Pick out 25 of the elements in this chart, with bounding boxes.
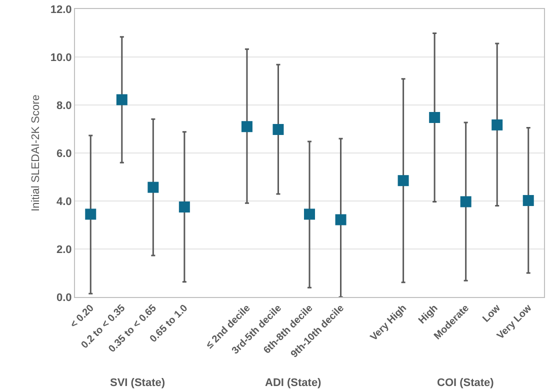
y-tick-label: 6.0 — [56, 148, 72, 160]
y-tick-label: 0.0 — [56, 292, 72, 304]
y-tick-label: 8.0 — [56, 100, 72, 112]
point — [272, 124, 284, 135]
point — [429, 112, 440, 123]
point — [241, 121, 252, 132]
x-tick-label: < 0.20 — [68, 302, 97, 331]
text: ADI (State) — [265, 377, 322, 389]
text: SVI (State) — [110, 377, 166, 389]
text: COI (State) — [437, 377, 494, 389]
point — [460, 196, 472, 208]
point — [398, 175, 409, 186]
point — [522, 195, 534, 206]
point — [116, 94, 128, 106]
point — [335, 214, 346, 226]
point — [492, 119, 503, 130]
point — [304, 208, 315, 220]
point — [85, 208, 96, 220]
y-axis-title: Initial SLEDAI-2K Score — [30, 94, 42, 212]
y-tick-label: 12.0 — [50, 4, 72, 16]
y-tick-label: 4.0 — [56, 196, 72, 208]
y-tick-label: 2.0 — [56, 244, 72, 256]
point — [178, 202, 190, 212]
point — [148, 182, 159, 193]
y-tick-label: 10.0 — [50, 52, 72, 64]
